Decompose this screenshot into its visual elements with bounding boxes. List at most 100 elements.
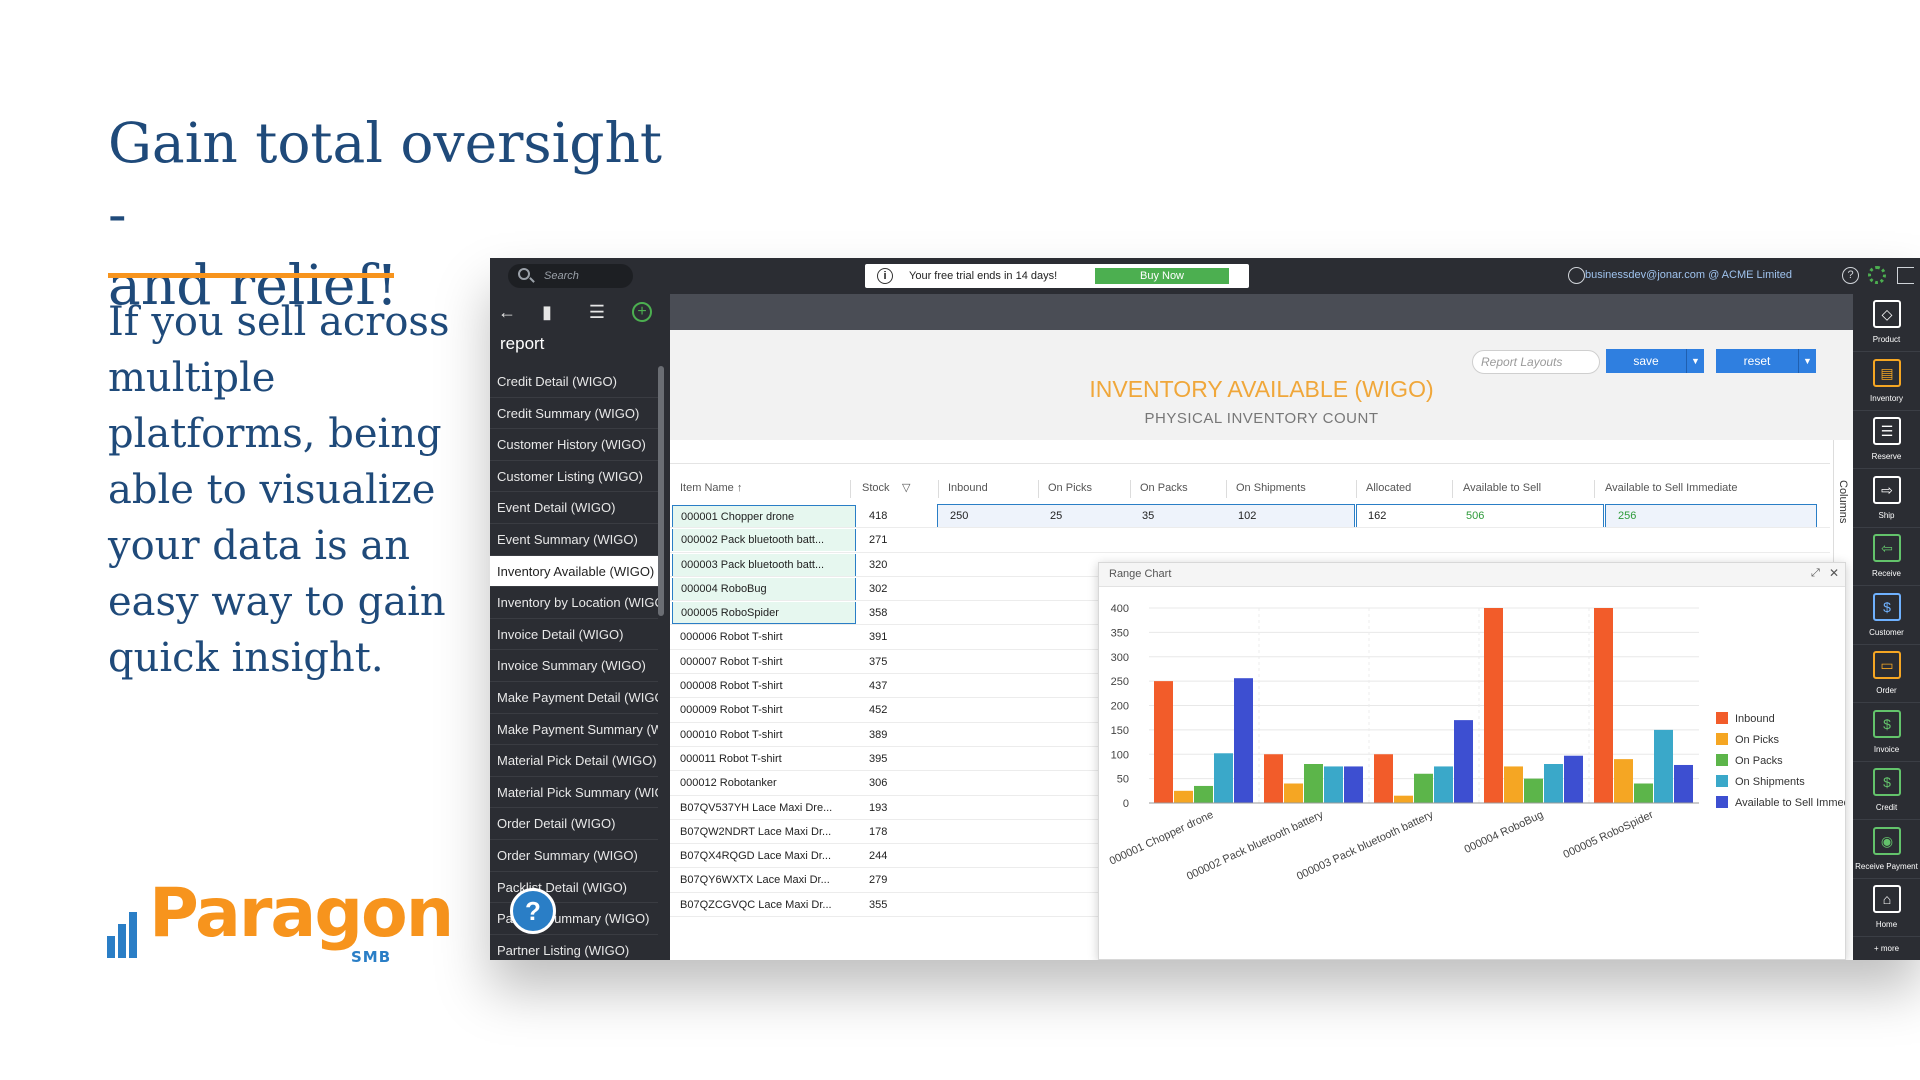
sidebar-item[interactable]: Partner Listing (WIGO) xyxy=(490,935,658,960)
sidebar-item[interactable]: Order Detail (WIGO) xyxy=(490,808,658,840)
toolbar-item-reserve[interactable]: ☰ Reserve xyxy=(1853,411,1920,469)
user-account[interactable]: businessdev@jonar.com @ ACME Limited xyxy=(1585,269,1792,281)
col-header-on-picks[interactable]: On Picks xyxy=(1048,482,1093,494)
toolbar-item-product[interactable]: ◇ Product xyxy=(1853,294,1920,352)
bar-chart-icon[interactable]: ▮ xyxy=(542,302,552,322)
x-tick-label: 000001 Chopper drone xyxy=(1108,809,1216,868)
sidebar-item[interactable]: Make Payment Detail (WIGO) xyxy=(490,682,658,714)
toolbar-item-credit[interactable]: $ Credit xyxy=(1853,762,1920,820)
back-arrow-icon[interactable]: ← xyxy=(498,302,516,322)
save-button[interactable]: save xyxy=(1606,349,1686,373)
toolbar-item-receive-payment[interactable]: ◉ Receive Payment xyxy=(1853,821,1920,879)
sidebar-item[interactable]: Material Pick Summary (WIGO) xyxy=(490,777,658,809)
cell-item-name: B07QZCGVQC Lace Maxi Dr... xyxy=(680,898,832,911)
toolbar-item-label: Product xyxy=(1872,335,1901,344)
clipboard-icon: ☰ xyxy=(1873,417,1901,445)
sidebar-item[interactable]: Invoice Summary (WIGO) xyxy=(490,650,658,682)
main-top-strip xyxy=(670,294,1853,330)
expand-icon[interactable]: ⤢ xyxy=(1811,567,1820,579)
toolbar-item-customer[interactable]: $ Customer xyxy=(1853,587,1920,645)
search-input[interactable]: Search xyxy=(508,264,633,288)
col-header-stock[interactable]: Stock xyxy=(862,482,890,494)
marketing-body: If you sell across multiple platforms, b… xyxy=(108,299,450,681)
user-icon[interactable] xyxy=(1568,267,1585,284)
toolbar-item-receive[interactable]: ⇦ Receive xyxy=(1853,528,1920,586)
close-icon[interactable]: ✕ xyxy=(1829,566,1840,580)
y-tick-label: 0 xyxy=(1123,798,1129,810)
sidebar-item[interactable]: Customer Listing (WIGO) xyxy=(490,461,658,493)
invoice-icon: $ xyxy=(1873,709,1901,738)
table-row[interactable]: 000001 Chopper drone 418 250 25 35 102 1… xyxy=(670,504,1830,529)
cell-stock: 452 xyxy=(869,704,888,717)
sidebar-item-inventory-available[interactable]: Inventory Available (WIGO) xyxy=(490,555,658,588)
list-icon[interactable]: ☰ xyxy=(588,302,606,322)
inventory-grid: Item Name ↑ Stock ▽ Inbound On Picks On … xyxy=(670,440,1830,918)
filter-icon[interactable]: ▽ xyxy=(902,482,911,494)
cell-item-name: 000004 RoboBug xyxy=(672,577,856,600)
save-dropdown-icon[interactable]: ▼ xyxy=(1686,349,1704,373)
cell-item-name: 000002 Pack bluetooth batt... xyxy=(672,529,856,552)
sidebar-item[interactable]: Event Summary (WIGO) xyxy=(490,524,658,556)
col-header-available-immediate[interactable]: Available to Sell Immediate xyxy=(1605,482,1738,494)
tag-icon: ◇ xyxy=(1873,300,1901,328)
sidebar-title: report xyxy=(500,334,545,353)
truck-icon: ⇨ xyxy=(1873,475,1901,504)
reset-dropdown-icon[interactable]: ▼ xyxy=(1798,349,1816,373)
sidebar-scrollbar[interactable] xyxy=(658,366,664,616)
add-icon[interactable]: + xyxy=(632,302,652,322)
reset-button[interactable]: reset xyxy=(1716,349,1798,373)
gear-icon[interactable] xyxy=(1868,266,1886,284)
sidebar-item[interactable]: Material Pick Detail (WIGO) xyxy=(490,745,658,777)
bar-4-4 xyxy=(1674,764,1693,803)
toolbar-item-home[interactable]: ⌂ Home xyxy=(1853,879,1920,937)
cell-item-name: 000008 Robot T-shirt xyxy=(680,680,783,693)
sidebar-item[interactable]: Invoice Detail (WIGO) xyxy=(490,619,658,651)
y-tick-label: 250 xyxy=(1111,676,1129,688)
toolbar-item-invoice[interactable]: $ Invoice xyxy=(1853,704,1920,762)
col-header-on-packs[interactable]: On Packs xyxy=(1140,482,1188,494)
more-link[interactable]: + more xyxy=(1873,944,1900,953)
legend-label: On Shipments xyxy=(1735,776,1805,788)
trial-message: Your free trial ends in 14 days! xyxy=(909,270,1058,282)
toolbar-item-ship[interactable]: ⇨ Ship xyxy=(1853,470,1920,528)
selection-box xyxy=(1356,504,1604,528)
logout-icon[interactable] xyxy=(1897,267,1914,284)
chart-panel-title: Range Chart xyxy=(1109,568,1172,580)
toolbar-item-inventory[interactable]: ▤ Inventory xyxy=(1853,353,1920,411)
help-chat-icon[interactable]: ? xyxy=(510,888,556,934)
sidebar-item[interactable]: Customer History (WIGO) xyxy=(490,429,658,461)
cell-item-name: 000007 Robot T-shirt xyxy=(680,655,783,668)
col-header-allocated[interactable]: Allocated xyxy=(1366,482,1412,494)
cell-item-name: 000005 RoboSpider xyxy=(672,602,856,625)
sidebar-item[interactable]: Event Detail (WIGO) xyxy=(490,492,658,524)
buy-now-button[interactable]: Buy Now xyxy=(1095,268,1229,284)
chart-panel-header: Range Chart ⤢ ✕ xyxy=(1099,563,1845,587)
col-header-inbound[interactable]: Inbound xyxy=(948,482,988,494)
cell-stock: 437 xyxy=(869,680,888,693)
trial-banner: i Your free trial ends in 14 days! Buy N… xyxy=(865,264,1249,288)
col-header-available[interactable]: Available to Sell xyxy=(1463,482,1542,494)
sidebar-item[interactable]: Credit Detail (WIGO) xyxy=(490,366,658,398)
cell-item-name: 000003 Pack bluetooth batt... xyxy=(672,553,856,576)
sidebar-item[interactable]: Order Summary (WIGO) xyxy=(490,840,658,872)
toolbar-item-label: Home xyxy=(1875,920,1898,929)
toolbar-item-label: Inventory xyxy=(1870,393,1903,403)
col-header-item[interactable]: Item Name ↑ xyxy=(680,482,743,494)
toolbar-item-order[interactable]: ▭ Order xyxy=(1853,645,1920,703)
sidebar-item[interactable]: Credit Summary (WIGO) xyxy=(490,398,658,430)
cell-on-shipments: 102 xyxy=(1238,510,1257,522)
cell-stock: 244 xyxy=(869,850,888,863)
col-header-on-shipments[interactable]: On Shipments xyxy=(1236,482,1306,494)
bar-3-4 xyxy=(1654,729,1673,803)
cell-item-name: 000012 Robotanker xyxy=(680,777,777,790)
table-row[interactable]: 000002 Pack bluetooth batt... 271 xyxy=(670,528,1830,553)
top-bar: Search i Your free trial ends in 14 days… xyxy=(490,258,1920,294)
help-icon[interactable]: ? xyxy=(1842,267,1859,284)
columns-label: Columns xyxy=(1837,480,1849,524)
sidebar-item[interactable]: Inventory by Location (WIGO) xyxy=(490,587,658,619)
sidebar-item[interactable]: Make Payment Summary (WIGO) xyxy=(490,714,658,746)
bar-2-0 xyxy=(1194,785,1213,803)
report-layouts-select[interactable]: Report Layouts xyxy=(1472,350,1600,374)
report-list: Credit Detail (WIGO) Credit Summary (WIG… xyxy=(490,366,658,960)
y-tick-label: 100 xyxy=(1111,749,1129,761)
